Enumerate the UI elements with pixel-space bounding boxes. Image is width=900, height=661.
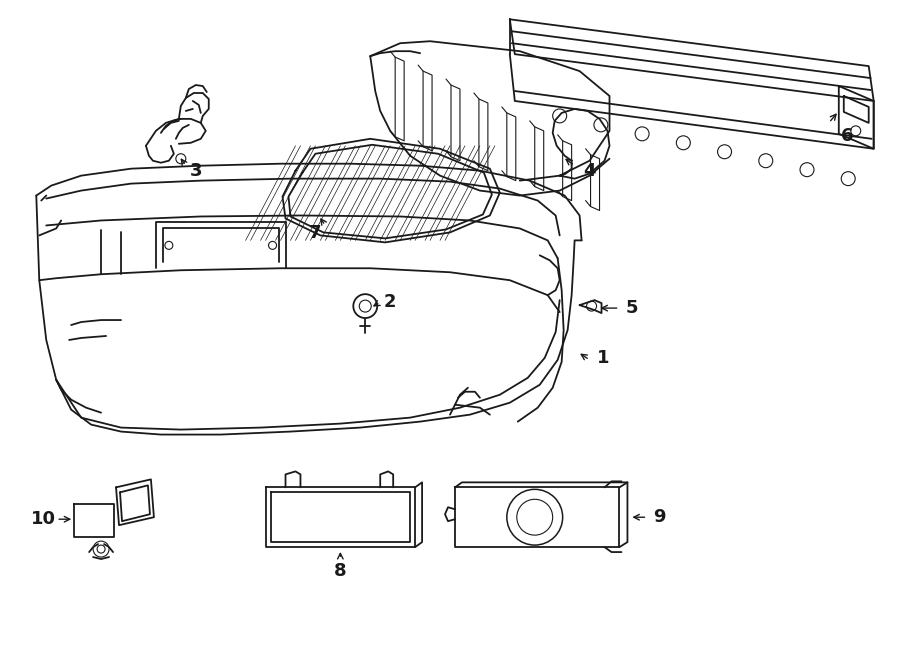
Text: 2: 2: [384, 293, 396, 311]
Text: 6: 6: [841, 127, 853, 145]
Text: 1: 1: [598, 349, 610, 367]
Text: 8: 8: [334, 562, 346, 580]
Text: 7: 7: [310, 225, 321, 243]
Text: 3: 3: [190, 162, 202, 180]
Text: 5: 5: [626, 299, 638, 317]
Text: 4: 4: [583, 162, 596, 180]
Circle shape: [354, 294, 377, 318]
Text: 10: 10: [31, 510, 56, 528]
Text: 9: 9: [653, 508, 666, 526]
